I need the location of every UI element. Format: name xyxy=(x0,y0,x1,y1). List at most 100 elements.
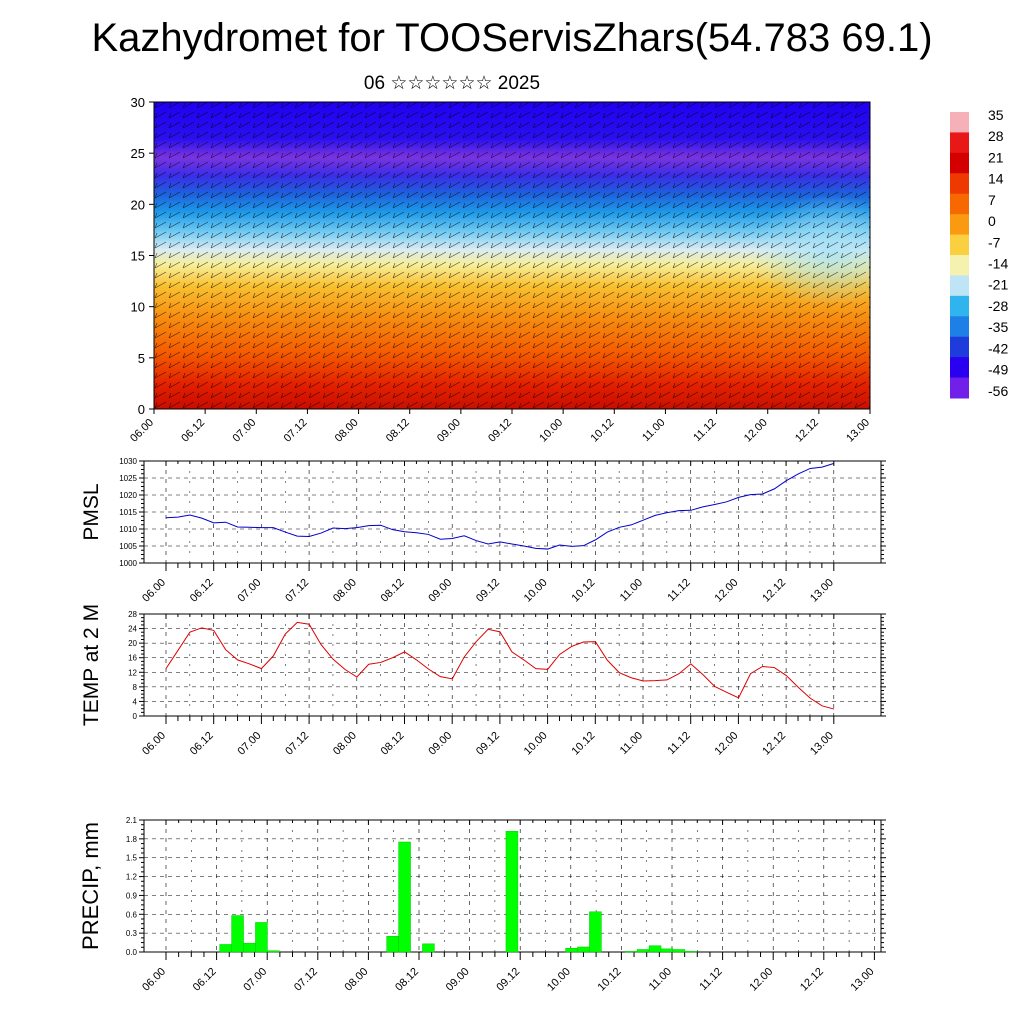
colorbar-swatch xyxy=(950,316,969,338)
pmsl-ytick-label: 1020 xyxy=(119,491,137,500)
precip-bar xyxy=(636,949,650,953)
temp-ytick-label: 0 xyxy=(133,712,138,721)
precip-bar xyxy=(219,944,232,953)
cs-xtick-label: 08.00 xyxy=(333,417,361,445)
pmsl-xtick-label: 11.00 xyxy=(618,577,645,604)
precip-xtick-label: 06.12 xyxy=(191,966,219,994)
precip-ytick-label: 1.8 xyxy=(126,835,138,844)
colorbar-label: 28 xyxy=(988,128,1004,144)
precip-xtick-label: 09.12 xyxy=(494,966,522,994)
cross-section-panel: 0 5 10 15 20 25 30 06.00 06.12 07.00 07.12 08.00 08.… xyxy=(128,95,872,445)
pmsl-xtick-label: 06.12 xyxy=(188,577,216,605)
precip-bar xyxy=(660,948,674,953)
precip-ytick-label: 0.0 xyxy=(126,948,138,957)
colorbar-swatch xyxy=(950,255,969,276)
colorbar-label: 21 xyxy=(988,149,1004,165)
temp-xtick-label: 11.12 xyxy=(665,730,692,757)
temp-xtick-label: 07.12 xyxy=(283,730,311,758)
pmsl-xtick-label: 06.00 xyxy=(140,577,168,605)
cs-xtick-label: 08.12 xyxy=(384,417,412,445)
temp-xtick-label: 08.12 xyxy=(379,730,407,758)
cross-section-field xyxy=(154,102,870,409)
pmsl-xtick-label: 08.00 xyxy=(331,577,359,605)
colorbar-label: -28 xyxy=(988,298,1008,314)
pmsl-xtick-label: 08.12 xyxy=(379,577,407,605)
pmsl-xtick-label: 11.12 xyxy=(665,577,692,604)
temp-ytick-label: 8 xyxy=(133,683,138,692)
precip-xtick-label: 07.12 xyxy=(292,966,320,994)
wind-barbs xyxy=(154,102,870,409)
temp-xtick-label: 10.00 xyxy=(522,730,550,758)
colorbar-swatch xyxy=(950,112,969,133)
precip-xtick-label: 06.00 xyxy=(140,966,168,994)
pmsl-xtick-label: 10.12 xyxy=(569,577,597,605)
precip-bar xyxy=(625,951,638,953)
pmsl-xtick-label: 10.00 xyxy=(522,577,550,605)
temp-xtick-label: 06.00 xyxy=(140,730,168,758)
precip-ytick-label: 1.5 xyxy=(126,854,138,863)
precip-bar xyxy=(231,915,244,953)
temp-xtick-label: 09.00 xyxy=(426,730,454,758)
colorbar-swatch xyxy=(950,132,969,154)
cs-xtick-label: 07.00 xyxy=(230,417,258,445)
chart-title: Kazhydromet for TOOServisZhars(54.783 69… xyxy=(91,16,933,60)
colorbar-label: 35 xyxy=(988,107,1004,123)
precip-bar xyxy=(255,922,268,953)
temp-ytick-label: 24 xyxy=(128,625,137,634)
precip-xtick-label: 13.00 xyxy=(849,966,877,994)
precip-bar xyxy=(422,943,435,953)
pmsl-panel: 1000 1005 1010 1015 1020 1025 1030 06.00 06.12 07… xyxy=(80,457,886,605)
colorbar-swatch xyxy=(950,295,969,317)
colorbar-label: -35 xyxy=(988,319,1008,335)
cs-xtick-label: 09.12 xyxy=(486,417,514,445)
precip-bar xyxy=(672,949,686,953)
colorbar-swatch xyxy=(950,377,969,399)
precip-xtick-label: 12.00 xyxy=(747,966,775,994)
temp-ytick-label: 28 xyxy=(128,610,137,619)
cs-ytick-label: 15 xyxy=(131,249,145,264)
precip-xtick-label: 11.00 xyxy=(647,966,674,993)
precip-bar xyxy=(386,936,399,953)
cs-xtick-label: 06.12 xyxy=(179,417,207,445)
cs-ytick-label: 25 xyxy=(131,146,145,161)
colorbar-swatch xyxy=(950,275,969,297)
pmsl-series-line xyxy=(165,462,835,550)
temp-xtick-label: 13.00 xyxy=(808,730,836,758)
colorbar-label: -49 xyxy=(988,362,1008,378)
precip-bar xyxy=(505,831,519,953)
temp-xtick-label: 10.12 xyxy=(569,730,597,758)
colorbar-label: 14 xyxy=(988,171,1004,187)
precip-bar xyxy=(648,945,662,953)
colorbar-swatch xyxy=(950,234,969,256)
temp-ylabel: TEMP at 2 M xyxy=(80,604,103,726)
cs-ytick-label: 20 xyxy=(131,197,145,212)
pmsl-xtick-label: 12.12 xyxy=(760,577,788,605)
pmsl-ytick-label: 1010 xyxy=(119,525,137,534)
pmsl-xtick-label: 09.00 xyxy=(426,577,454,605)
colorbar: 35 28 21 14 7 0 -7 -14 -21 -28 -35 -42 -49 -56 xyxy=(950,107,1008,399)
pmsl-xtick-label: 09.12 xyxy=(474,577,502,605)
colorbar-swatch xyxy=(950,357,969,379)
precip-xtick-label: 10.12 xyxy=(596,966,624,994)
colorbar-label: 7 xyxy=(988,192,996,208)
precip-ytick-label: 0.3 xyxy=(126,929,138,938)
pmsl-xtick-label: 07.12 xyxy=(283,577,311,605)
precip-ytick-label: 1.2 xyxy=(126,873,138,882)
precip-xtick-label: 08.00 xyxy=(343,966,371,994)
precip-bar xyxy=(267,950,280,953)
temp-ytick-label: 12 xyxy=(128,668,137,677)
temp-xtick-label: 12.12 xyxy=(760,730,788,758)
temp-ytick-label: 4 xyxy=(133,697,138,706)
precip-ytick-label: 2.1 xyxy=(126,816,138,825)
cs-xtick-label: 13.00 xyxy=(844,417,872,445)
temp-xtick-label: 06.12 xyxy=(188,730,216,758)
pmsl-ytick-label: 1000 xyxy=(119,559,137,568)
precip-xtick-label: 08.12 xyxy=(393,966,421,994)
temp-xtick-label: 12.00 xyxy=(713,730,741,758)
precip-bar xyxy=(589,911,602,953)
cs-xtick-label: 11.12 xyxy=(691,417,718,444)
cs-xtick-label: 10.12 xyxy=(588,417,616,445)
colorbar-label: -56 xyxy=(988,383,1008,399)
precip-xtick-label: 10.00 xyxy=(545,966,573,994)
